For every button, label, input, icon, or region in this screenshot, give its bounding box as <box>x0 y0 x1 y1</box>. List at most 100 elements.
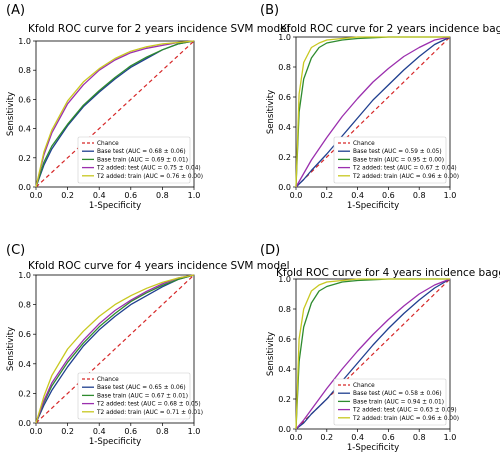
chart-panel-2: (B)Kfold ROC curve for 2 years incidence… <box>260 3 500 211</box>
y-axis-label: Sensitivity <box>266 332 276 376</box>
y-tick-label: 0.0 <box>278 183 291 192</box>
x-tick-label: 0.4 <box>93 191 106 200</box>
x-tick-label: 0.2 <box>320 433 333 442</box>
legend-entry: T2 added: test (AUC = 0.63 ± 0.09) <box>352 408 457 414</box>
panel-label: (C) <box>6 243 25 258</box>
legend-entry: Chance <box>353 383 375 389</box>
y-tick-label: 0.0 <box>278 425 291 434</box>
legend-box <box>333 378 447 426</box>
legend-box <box>77 136 191 184</box>
x-tick-label: 1.0 <box>188 191 201 200</box>
x-tick-label: 0.6 <box>124 191 137 200</box>
x-axis-label: 1-Specificity <box>347 443 399 453</box>
series-line-base-test <box>35 274 195 424</box>
legend-entry: Base train (AUC = 0.69 ± 0.01) <box>97 157 188 163</box>
series-line-base-train <box>35 274 195 424</box>
legend-entry: Base train (AUC = 0.67 ± 0.01) <box>97 393 188 399</box>
y-tick-label: 0.6 <box>278 335 291 344</box>
plot-frame <box>35 274 195 424</box>
y-tick-label: 0.2 <box>18 154 31 163</box>
y-axis-label: Sensitivity <box>266 90 276 134</box>
legend: Chance Base test (AUC = 0.68 ± 0.06) Base … <box>77 136 203 184</box>
legend: Chance Base test (AUC = 0.58 ± 0.06) Base … <box>333 378 459 426</box>
y-tick-label: 1.0 <box>278 275 291 284</box>
legend-box <box>77 372 191 420</box>
y-tick-label: 0.0 <box>18 419 31 428</box>
y-tick-label: 0.8 <box>18 66 31 75</box>
x-tick-label: 0.8 <box>413 191 426 200</box>
legend-entry: T2 added: train (AUC = 0.96 ± 0.00) <box>352 174 459 180</box>
y-tick-label: 0.4 <box>278 365 291 374</box>
panel-label: (B) <box>260 3 279 18</box>
series-line-t2-test <box>35 40 195 188</box>
x-tick-label: 0.0 <box>30 191 43 200</box>
x-tick-label: 0.4 <box>93 427 106 436</box>
x-tick-label: 0.6 <box>382 191 395 200</box>
legend-entry: T2 added: test (AUC = 0.75 ± 0.04) <box>96 166 201 172</box>
y-tick-label: 0.8 <box>278 305 291 314</box>
legend: Chance Base test (AUC = 0.59 ± 0.05) Base … <box>333 136 459 184</box>
legend-entry: T2 added: train (AUC = 0.76 ± 0.00) <box>96 174 203 180</box>
series-line-base-test <box>295 278 451 430</box>
panel-label: (A) <box>6 3 25 18</box>
panel-label: (D) <box>260 243 280 258</box>
x-tick-label: 0.8 <box>156 191 169 200</box>
legend-box <box>333 136 447 184</box>
x-tick-label: 0.0 <box>290 433 303 442</box>
x-tick-label: 0.0 <box>290 191 303 200</box>
series-line-chance <box>295 36 451 188</box>
y-tick-label: 1.0 <box>18 37 31 46</box>
legend-entry: Base test (AUC = 0.65 ± 0.06) <box>97 385 186 391</box>
series-line-t2-test <box>35 274 195 424</box>
y-tick-label: 0.6 <box>278 93 291 102</box>
x-tick-label: 1.0 <box>444 191 457 200</box>
y-axis-label: Sensitivity <box>6 327 16 371</box>
x-tick-label: 0.6 <box>382 433 395 442</box>
y-tick-label: 0.8 <box>278 63 291 72</box>
series-line-t2-test <box>295 278 451 430</box>
legend-entry: T2 added: test (AUC = 0.68 ± 0.05) <box>96 402 201 408</box>
series-line-t2-train <box>35 274 195 424</box>
legend-entry: T2 added: train (AUC = 0.71 ± 0.01) <box>96 410 203 416</box>
chart-title: Kfold ROC curve for 4 years incidence SV… <box>28 260 290 272</box>
y-tick-label: 0.6 <box>18 95 31 104</box>
y-tick-label: 0.2 <box>278 153 291 162</box>
y-tick-label: 0.0 <box>18 183 31 192</box>
chart-title: Kfold ROC curve for 2 years incidence SV… <box>28 23 290 35</box>
x-tick-label: 1.0 <box>188 427 201 436</box>
y-tick-label: 0.4 <box>18 125 31 134</box>
legend-entry: T2 added: test (AUC = 0.67 ± 0.04) <box>352 166 457 172</box>
series-line-base-train <box>35 40 195 188</box>
y-tick-label: 0.2 <box>18 389 31 398</box>
series-line-base-test <box>295 36 451 188</box>
chart-title: Kfold ROC curve for 4 years incidence ba… <box>276 267 500 279</box>
legend-entry: Chance <box>353 141 375 147</box>
y-tick-label: 0.8 <box>18 301 31 310</box>
y-tick-label: 1.0 <box>18 271 31 280</box>
series-line-t2-test <box>295 36 451 188</box>
legend-entry: T2 added: train (AUC = 0.96 ± 0.00) <box>352 416 459 422</box>
x-axis-label: 1-Specificity <box>89 437 141 447</box>
x-axis-label: 1-Specificity <box>347 201 399 211</box>
x-tick-label: 0.4 <box>351 191 364 200</box>
legend-entry: Base test (AUC = 0.59 ± 0.05) <box>353 149 442 155</box>
legend-entry: Chance <box>97 377 119 383</box>
x-tick-label: 0.8 <box>156 427 169 436</box>
x-tick-label: 0.0 <box>30 427 43 436</box>
y-tick-label: 0.4 <box>18 360 31 369</box>
x-tick-label: 1.0 <box>444 433 457 442</box>
chart-panel-1: (A)Kfold ROC curve for 2 years incidence… <box>6 3 290 211</box>
x-axis-label: 1-Specificity <box>89 201 141 211</box>
plot-frame <box>35 40 195 188</box>
legend-entry: Base test (AUC = 0.58 ± 0.06) <box>353 391 442 397</box>
x-tick-label: 0.2 <box>61 427 74 436</box>
y-tick-label: 0.4 <box>278 123 291 132</box>
series-line-t2-train <box>35 40 195 188</box>
x-tick-label: 0.2 <box>61 191 74 200</box>
y-axis-label: Sensitivity <box>6 92 16 136</box>
legend-entry: Base train (AUC = 0.94 ± 0.01) <box>353 399 444 405</box>
series-line-t2-train <box>295 36 450 188</box>
x-tick-label: 0.2 <box>320 191 333 200</box>
series-line-t2-train <box>295 278 450 430</box>
x-tick-label: 0.4 <box>351 433 364 442</box>
